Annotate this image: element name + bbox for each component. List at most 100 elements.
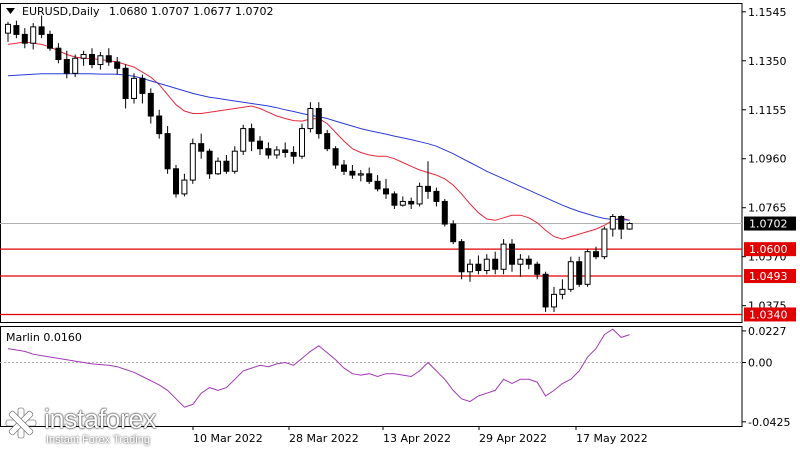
bear-candle-body	[475, 263, 482, 272]
collapse-triangle-icon[interactable]	[6, 8, 15, 14]
bear-candle-body	[391, 193, 398, 206]
bull-candle-body	[357, 173, 364, 176]
candle	[559, 279, 566, 300]
candle	[467, 259, 473, 282]
bear-candle-body	[441, 200, 448, 225]
candle	[525, 255, 532, 270]
candle	[399, 196, 406, 207]
candle	[391, 191, 398, 209]
candle	[534, 261, 541, 280]
symbol-label: EURUSD,Daily	[22, 5, 100, 18]
candle	[383, 178, 389, 199]
logo-brand: instaforex	[44, 404, 157, 434]
candle	[601, 226, 608, 260]
bear-candle-body	[324, 133, 331, 150]
bear-candle-body	[332, 148, 339, 166]
candle	[265, 142, 272, 159]
bull-candle-body	[399, 200, 406, 206]
x-tick-label: 28 Mar 2022	[289, 432, 359, 445]
y-tick-label: 1.1545	[748, 6, 787, 19]
candle	[517, 254, 524, 277]
candle	[231, 146, 238, 174]
ohlc-readout: 1.0680 1.0707 1.0677 1.0702	[109, 5, 273, 18]
bear-candle-body	[206, 150, 213, 175]
candle	[374, 175, 381, 192]
candle	[299, 123, 305, 159]
bull-candle-body	[559, 288, 566, 295]
bull-candle-body	[97, 55, 104, 66]
watermark-logo: instaforex Instant Forex Trading	[4, 404, 184, 448]
candle	[114, 57, 121, 75]
candle	[13, 20, 20, 39]
bull-candle-body	[181, 179, 188, 195]
candle	[542, 271, 549, 312]
candle	[450, 220, 457, 245]
logo-tagline: Instant Forex Trading	[46, 434, 150, 446]
bull-candle-body	[601, 228, 608, 258]
candle	[122, 64, 129, 109]
bear-candle-body	[122, 67, 129, 99]
candle	[425, 161, 431, 199]
candle	[131, 73, 137, 104]
bull-candle-body	[215, 160, 221, 175]
candle	[30, 23, 37, 50]
bull-candle-body	[131, 77, 137, 99]
bear-candle-body	[47, 33, 53, 49]
bull-candle-body	[626, 223, 633, 230]
candle	[47, 30, 53, 51]
candle	[307, 102, 314, 133]
bull-candle-body	[567, 261, 574, 290]
bear-candle-body	[139, 77, 146, 94]
bear-candle-body	[147, 92, 154, 117]
candle	[500, 239, 507, 275]
candle	[164, 126, 171, 174]
candle	[282, 142, 289, 158]
level-tag-text: 1.0600	[749, 243, 788, 256]
y-tick-label: 1.0765	[748, 202, 787, 215]
candle	[626, 222, 633, 230]
candle	[206, 148, 213, 179]
bear-candle-body	[349, 170, 356, 176]
bull-candle-body	[483, 258, 490, 272]
candle	[290, 146, 297, 164]
level-tag	[744, 307, 796, 322]
bear-candle-body	[366, 173, 373, 182]
bear-candle-body	[257, 140, 263, 150]
bull-candle-body	[273, 149, 280, 156]
x-tick-label: 10 Mar 2022	[193, 432, 263, 445]
candle	[63, 50, 70, 79]
level-tag	[744, 269, 796, 284]
candle	[72, 54, 79, 78]
candle	[593, 246, 599, 260]
candle	[332, 146, 339, 169]
candle	[147, 88, 154, 124]
bear-candle-body	[341, 164, 347, 172]
candle	[567, 256, 574, 292]
x-tick-label: 17 May 2022	[576, 432, 648, 445]
bear-candle-body	[223, 160, 230, 172]
bull-candle-body	[5, 23, 11, 34]
marlin-panel	[0, 326, 743, 427]
bear-candle-body	[38, 26, 45, 35]
candle	[433, 187, 440, 207]
bull-candle-body	[30, 26, 37, 44]
bear-candle-body	[509, 243, 515, 265]
bear-candle-body	[534, 263, 541, 275]
price-panel-frame	[0, 3, 743, 323]
candle	[80, 50, 87, 66]
level-tag	[744, 242, 796, 257]
bear-candle-body	[290, 151, 297, 157]
candle	[273, 146, 280, 159]
candle	[584, 249, 591, 287]
bull-candle-body	[240, 128, 247, 152]
bull-candle-body	[80, 53, 87, 59]
bear-candle-body	[114, 61, 121, 69]
price-axis: 1.15451.13501.11551.09601.07651.05701.03…	[192, 6, 796, 445]
candle	[38, 15, 45, 39]
candle	[223, 154, 230, 174]
osc-tick-label: 0.00	[748, 357, 773, 370]
candle	[257, 136, 263, 155]
fast-ma-line	[7, 41, 630, 240]
candle	[408, 197, 415, 209]
